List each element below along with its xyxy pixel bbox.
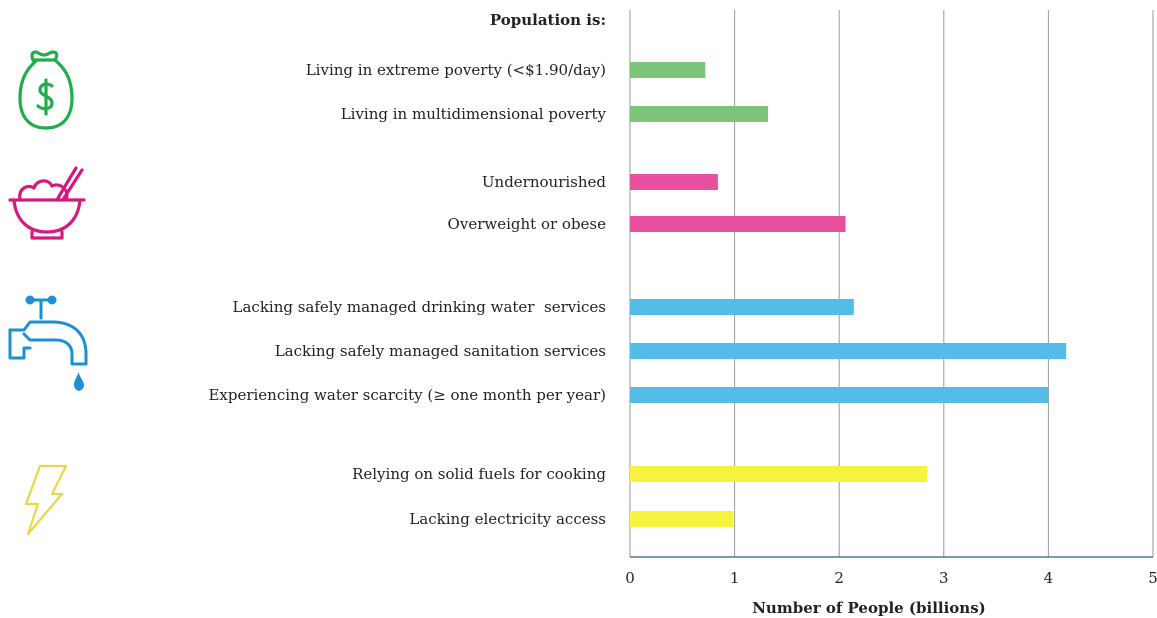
category-label: Lacking safely managed sanitation servic…: [275, 342, 606, 360]
gridlines: [629, 10, 1154, 557]
bars: [630, 62, 1067, 527]
category-labels: Living in extreme poverty (<$1.90/day) Li…: [208, 61, 606, 528]
bar: [630, 299, 854, 315]
bar: [630, 106, 769, 122]
bar: [630, 174, 718, 190]
category-label: Undernourished: [482, 173, 607, 191]
x-tick-label: 0: [625, 569, 635, 587]
x-axis-ticks: 0 1 2 3 4 5: [625, 569, 1157, 587]
water-tap-icon: [8, 295, 88, 391]
bar: [630, 387, 1049, 403]
category-label: Lacking electricity access: [409, 510, 606, 528]
x-tick-label: 2: [834, 569, 844, 587]
category-label: Overweight or obese: [448, 215, 607, 233]
x-axis-title: Number of People (billions): [752, 599, 986, 617]
category-label: Living in multidimensional poverty: [341, 105, 607, 123]
food-bowl-icon: [8, 166, 86, 240]
bar: [630, 466, 928, 482]
category-label: Experiencing water scarcity (≥ one month…: [208, 386, 606, 404]
bar: [630, 343, 1067, 359]
x-tick-label: 4: [1044, 569, 1054, 587]
x-tick-label: 5: [1148, 569, 1157, 587]
lightning-bolt-icon: [24, 464, 68, 536]
category-label: Relying on solid fuels for cooking: [352, 465, 606, 483]
bar: [630, 511, 734, 527]
x-tick-label: 1: [730, 569, 740, 587]
bar: [630, 62, 706, 78]
bar: [630, 216, 846, 232]
x-tick-label: 3: [939, 569, 949, 587]
category-label: Living in extreme poverty (<$1.90/day): [306, 61, 606, 79]
chart-header: Population is:: [490, 11, 606, 29]
category-label: Lacking safely managed drinking water se…: [233, 298, 606, 316]
money-bag-icon: [18, 50, 74, 130]
